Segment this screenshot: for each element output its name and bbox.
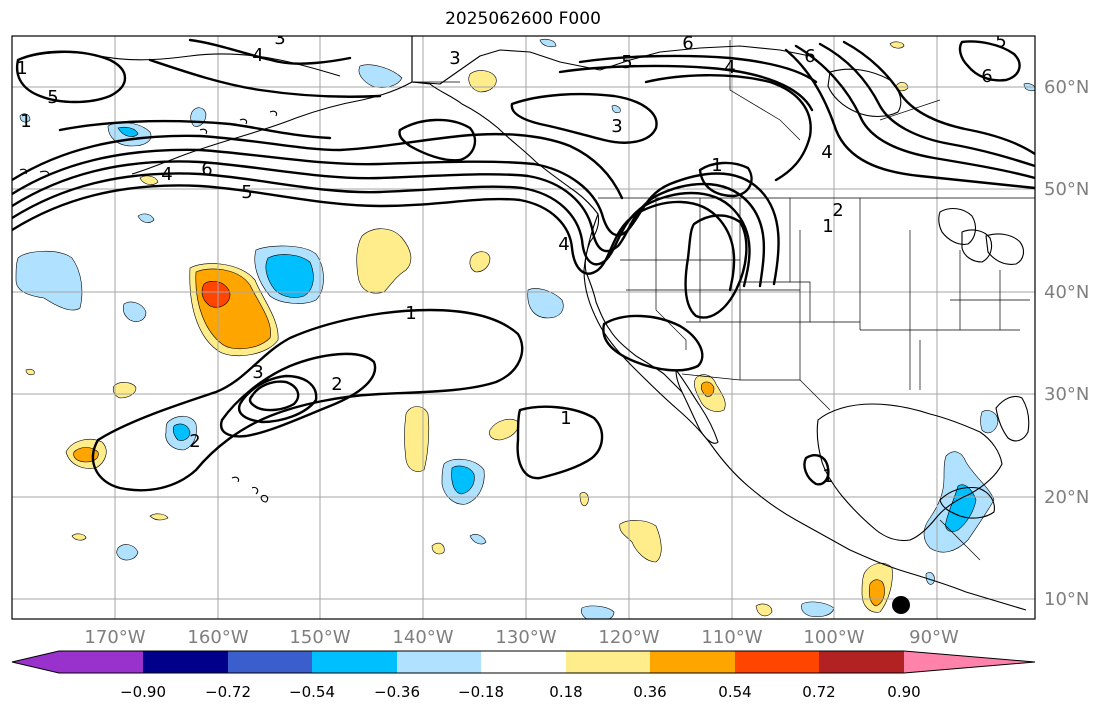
contour-label: 4	[558, 234, 569, 255]
colorbar-segment	[12, 651, 59, 673]
contour-label: 1	[560, 408, 571, 429]
colorbar-segment	[735, 651, 819, 673]
contour-label: 4	[252, 45, 263, 66]
contour-label: 4	[821, 142, 832, 163]
lon-label: 110°W	[701, 627, 762, 648]
lon-label: 140°W	[392, 627, 453, 648]
colorbar-tick: −0.18	[458, 683, 504, 701]
graticule	[12, 36, 1035, 619]
anomaly-fields	[15, 38, 1035, 619]
lon-label: 90°W	[909, 627, 959, 648]
map-frame	[11, 35, 1036, 620]
colorbar-segment	[397, 651, 481, 673]
colorbar-tick: 0.18	[549, 683, 582, 701]
contour-label: 6	[804, 46, 815, 67]
contour-label: 2	[189, 431, 200, 452]
contour-label: 2	[832, 200, 843, 221]
contour-label: 4	[724, 57, 735, 78]
contour-label: 6	[682, 33, 693, 54]
lon-label: 120°W	[598, 627, 659, 648]
contour-label: 1	[16, 58, 27, 79]
colorbar-segment	[481, 651, 566, 673]
contour-label: 1	[711, 155, 722, 176]
political-borders	[412, 40, 1035, 561]
colorbar-tick: 0.54	[718, 683, 751, 701]
contour-label: 3	[611, 116, 622, 137]
map-title: 2025062600 F000	[445, 9, 601, 29]
contour-label-group: 5 4 3 5 6 4 5 6 3 3 5 4 6 6 4 1 1 4 1 1 …	[16, 28, 1006, 487]
longitude-labels: 170°W 160°W 150°W 140°W 130°W 120°W 110°…	[84, 627, 959, 648]
lat-label: 20°N	[1044, 487, 1089, 508]
contour-label: 2	[331, 374, 342, 395]
lon-label: 170°W	[84, 627, 145, 648]
contour-label: 6	[201, 159, 212, 180]
colorbar-tick: 0.72	[802, 683, 835, 701]
contour-label: 6	[981, 66, 992, 87]
map-area	[12, 36, 1035, 619]
contour-label: 5	[47, 87, 58, 108]
contour-label: 3	[449, 48, 460, 69]
contour-label: 3	[274, 28, 285, 49]
lon-label: 160°W	[187, 627, 248, 648]
colorbar-segment	[143, 651, 228, 673]
lat-label: 50°N	[1044, 179, 1089, 200]
colorbar-tick: 0.36	[633, 683, 666, 701]
colorbar	[11, 650, 1036, 674]
height-contours	[12, 38, 1035, 492]
lon-label: 150°W	[289, 627, 350, 648]
contour-label: 3	[252, 362, 263, 383]
lat-label: 60°N	[1044, 77, 1089, 98]
contour-label: 5	[621, 52, 632, 73]
colorbar-segment	[650, 651, 735, 673]
colorbar-segment	[228, 651, 312, 673]
colorbar-tick-labels: −0.90 −0.72 −0.54 −0.36 −0.18 0.18 0.36 …	[120, 683, 921, 701]
colorbar-tick: −0.90	[120, 683, 166, 701]
colorbar-segment	[904, 651, 1035, 673]
colorbar-segment	[312, 651, 397, 673]
contour-label: 1	[405, 303, 416, 324]
contour-label: 4	[161, 164, 172, 185]
latitude-labels: 60°N 50°N 40°N 30°N 20°N 10°N	[1044, 77, 1089, 610]
colorbar-segment	[819, 651, 904, 673]
colorbar-tick: −0.36	[374, 683, 420, 701]
colorbar-tick: −0.54	[289, 683, 335, 701]
lat-label: 30°N	[1044, 384, 1089, 405]
contour-label: 5	[995, 31, 1006, 52]
lon-label: 130°W	[495, 627, 556, 648]
colorbar-outline	[11, 650, 1036, 674]
colorbar-segment	[59, 651, 143, 673]
storm-marker	[892, 596, 910, 614]
lat-label: 10°N	[1044, 589, 1089, 610]
lat-label: 40°N	[1044, 282, 1089, 303]
contour-label: 5	[241, 182, 252, 203]
contour-label: 1	[20, 111, 31, 132]
contour-label: 1	[822, 466, 833, 487]
colorbar-tick: −0.72	[205, 683, 251, 701]
colorbar-segment	[566, 651, 650, 673]
lon-label: 100°W	[803, 627, 864, 648]
contour-label: 1	[822, 216, 833, 237]
colorbar-tick: 0.90	[887, 683, 920, 701]
